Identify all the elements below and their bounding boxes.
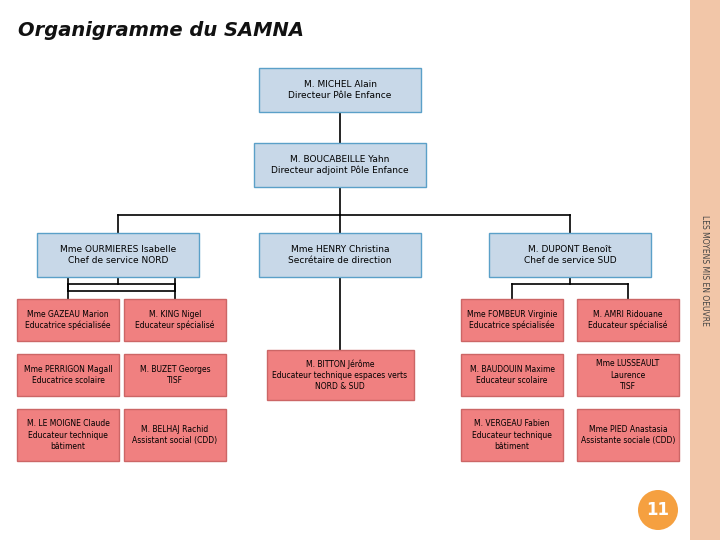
Text: M. AMRI Ridouane
Educateur spécialisé: M. AMRI Ridouane Educateur spécialisé bbox=[588, 309, 667, 330]
Bar bbox=[690, 0, 720, 540]
Text: Mme PIED Anastasia
Assistante sociale (CDD): Mme PIED Anastasia Assistante sociale (C… bbox=[581, 425, 675, 445]
Text: M. KING Nigel
Educateur spécialisé: M. KING Nigel Educateur spécialisé bbox=[135, 309, 215, 330]
FancyBboxPatch shape bbox=[461, 299, 563, 341]
Text: LES MOYENS MIS EN OEUVRE: LES MOYENS MIS EN OEUVRE bbox=[701, 214, 709, 326]
Text: M. BUZET Georges
TISF: M. BUZET Georges TISF bbox=[140, 365, 210, 385]
FancyBboxPatch shape bbox=[489, 233, 651, 277]
FancyBboxPatch shape bbox=[124, 299, 226, 341]
Circle shape bbox=[638, 490, 678, 530]
Text: M. BOUCABEILLE Yahn
Directeur adjoint Pôle Enfance: M. BOUCABEILLE Yahn Directeur adjoint Pô… bbox=[271, 154, 409, 176]
Text: M. BITTON Jérôme
Educateur technique espaces verts
NORD & SUD: M. BITTON Jérôme Educateur technique esp… bbox=[272, 359, 408, 391]
FancyBboxPatch shape bbox=[17, 354, 119, 396]
FancyBboxPatch shape bbox=[577, 409, 679, 461]
Text: Mme HENRY Christina
Secrétaire de direction: Mme HENRY Christina Secrétaire de direct… bbox=[288, 245, 392, 265]
Text: Mme FOMBEUR Virginie
Educatrice spécialisée: Mme FOMBEUR Virginie Educatrice spéciali… bbox=[467, 309, 557, 330]
Text: Organigramme du SAMNA: Organigramme du SAMNA bbox=[18, 21, 304, 39]
Text: M. MICHEL Alain
Directeur Pôle Enfance: M. MICHEL Alain Directeur Pôle Enfance bbox=[288, 80, 392, 100]
FancyBboxPatch shape bbox=[124, 409, 226, 461]
Text: Mme LUSSEAULT
Laurence
TISF: Mme LUSSEAULT Laurence TISF bbox=[596, 360, 660, 390]
FancyBboxPatch shape bbox=[461, 409, 563, 461]
Text: M. LE MOIGNE Claude
Educateur technique
bâtiment: M. LE MOIGNE Claude Educateur technique … bbox=[27, 420, 109, 450]
FancyBboxPatch shape bbox=[124, 354, 226, 396]
Text: Mme GAZEAU Marion
Educatrice spécialisée: Mme GAZEAU Marion Educatrice spécialisée bbox=[25, 309, 111, 330]
FancyBboxPatch shape bbox=[577, 354, 679, 396]
FancyBboxPatch shape bbox=[17, 299, 119, 341]
FancyBboxPatch shape bbox=[266, 350, 413, 400]
FancyBboxPatch shape bbox=[461, 354, 563, 396]
FancyBboxPatch shape bbox=[259, 233, 421, 277]
Text: M. BAUDOUIN Maxime
Educateur scolaire: M. BAUDOUIN Maxime Educateur scolaire bbox=[469, 365, 554, 385]
FancyBboxPatch shape bbox=[254, 143, 426, 187]
Text: M. VERGEAU Fabien
Educateur technique
bâtiment: M. VERGEAU Fabien Educateur technique bâ… bbox=[472, 420, 552, 450]
Text: Mme OURMIERES Isabelle
Chef de service NORD: Mme OURMIERES Isabelle Chef de service N… bbox=[60, 245, 176, 265]
Text: Mme PERRIGON Magall
Educatrice scolaire: Mme PERRIGON Magall Educatrice scolaire bbox=[24, 365, 112, 385]
Text: M. BELHAJ Rachid
Assistant social (CDD): M. BELHAJ Rachid Assistant social (CDD) bbox=[132, 425, 217, 445]
Text: M. DUPONT Benoît
Chef de service SUD: M. DUPONT Benoît Chef de service SUD bbox=[523, 245, 616, 265]
FancyBboxPatch shape bbox=[577, 299, 679, 341]
FancyBboxPatch shape bbox=[37, 233, 199, 277]
Text: 11: 11 bbox=[647, 501, 670, 519]
FancyBboxPatch shape bbox=[17, 409, 119, 461]
FancyBboxPatch shape bbox=[259, 68, 421, 112]
